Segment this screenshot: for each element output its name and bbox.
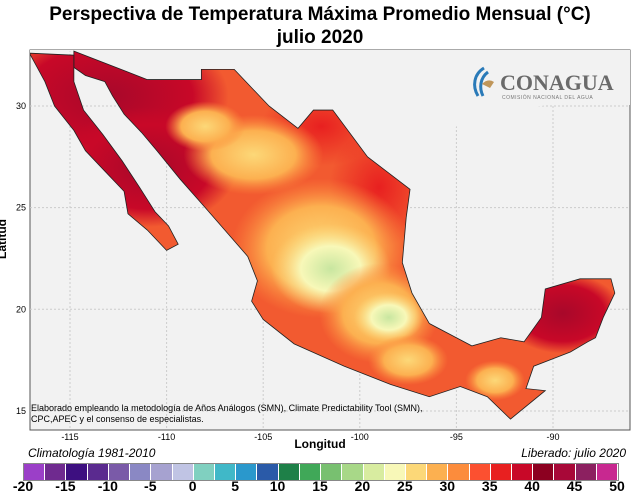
legend-swatch (321, 464, 343, 480)
x-tick-label: -110 (158, 432, 175, 442)
y-tick-label: 20 (16, 304, 26, 314)
mainland-outline (73, 50, 616, 420)
legend-swatch (448, 464, 470, 480)
legend-swatch (108, 464, 131, 480)
baja-california-outline (30, 52, 179, 251)
methodology-note: Elaborado empleando la metodología de Añ… (31, 403, 423, 425)
legend-swatch (596, 464, 619, 480)
legend-swatch (533, 464, 555, 480)
release-label: Liberado: julio 2020 (521, 446, 626, 460)
legend-swatch (24, 464, 46, 480)
map-title: Perspectiva de Temperatura Máxima Promed… (49, 4, 591, 25)
legend-swatch (66, 464, 88, 480)
legend-label: 35 (481, 478, 498, 494)
y-tick-label: 25 (16, 203, 26, 213)
legend-label: -20 (12, 478, 34, 494)
legend-label: 50 (609, 478, 625, 494)
legend-label: 10 (269, 478, 286, 494)
legend-swatch (469, 464, 491, 480)
legend-label: -5 (144, 478, 157, 494)
climatology-label: Climatología 1981-2010 (28, 446, 156, 460)
x-tick-label: -105 (254, 432, 272, 442)
legend-swatch (554, 464, 576, 480)
legend-swatch (363, 464, 385, 480)
logo: CONAGUA COMISIÓN NACIONAL DEL AGUA (470, 66, 630, 106)
x-axis-label: Longitud (294, 437, 346, 451)
legend-swatch (214, 464, 237, 480)
legend-label: 30 (439, 478, 456, 494)
legend-swatch (384, 464, 406, 480)
legend-label: 20 (354, 478, 371, 494)
legend-label: 45 (566, 478, 583, 494)
legend-swatch (257, 464, 279, 480)
legend-label: -10 (97, 478, 118, 494)
y-tick-label: 15 (16, 406, 26, 416)
note-line: Elaborado empleando la metodología de Añ… (31, 403, 423, 413)
y-axis-label: Latitud (0, 219, 9, 259)
legend-swatch (130, 464, 152, 480)
legend-swatch (172, 464, 194, 480)
x-tick-label: -115 (61, 432, 78, 442)
legend-label: 25 (397, 478, 413, 494)
map-subtitle: julio 2020 (276, 27, 364, 48)
legend-swatch (512, 464, 534, 480)
legend-swatch (151, 464, 173, 480)
conagua-logo-icon (473, 66, 494, 97)
legend-swatch (342, 464, 364, 480)
x-tick-label: -100 (351, 432, 369, 442)
legend-label: 0 (188, 478, 197, 494)
legend-swatch (45, 464, 67, 480)
legend-label: 5 (231, 478, 240, 494)
x-tick-label: -95 (450, 432, 463, 442)
legend-swatch (575, 464, 597, 480)
legend-swatch (193, 464, 215, 480)
legend-label: 40 (524, 478, 540, 494)
logo-name: CONAGUA (500, 70, 614, 95)
legend-label: 15 (312, 478, 328, 494)
legend-swatch (87, 464, 109, 480)
note-line: CPC,APEC y el consenso de especialistas. (31, 414, 204, 424)
logo-tagline: COMISIÓN NACIONAL DEL AGUA (502, 95, 594, 101)
legend-label: -15 (55, 478, 76, 494)
legend-swatch (278, 464, 300, 480)
legend-swatch (490, 464, 513, 480)
legend-swatch (405, 464, 428, 480)
x-tick-label: -90 (546, 432, 559, 442)
legend-swatch (299, 464, 322, 480)
legend-swatch (427, 464, 449, 480)
y-tick-label: 30 (16, 101, 26, 111)
legend-swatch (236, 464, 258, 480)
color-legend (23, 463, 619, 481)
